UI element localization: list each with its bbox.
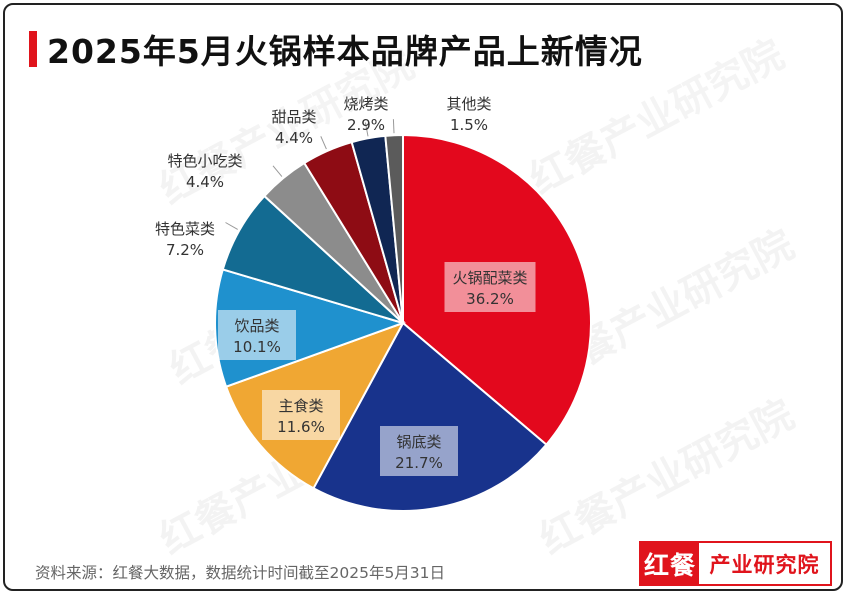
leader-line [225, 222, 238, 230]
slice-label: 其他类 1.5% [392, 95, 492, 134]
slice-value: 4.4% [186, 173, 224, 191]
slice-label: 甜品类 4.4% [271, 108, 327, 150]
pie-slice [384, 133, 404, 324]
leader-line [364, 122, 369, 137]
slice-value: 21.7% [395, 454, 443, 472]
slice-value: 11.6% [277, 418, 325, 436]
slice-value: 4.4% [275, 129, 313, 147]
slice-name: 特色菜类 [155, 220, 215, 238]
chart-title: 2025年5月火锅样本品牌产品上新情况 [47, 32, 643, 71]
slice-label: 特色小吃类 4.4% [167, 152, 283, 191]
pie-chart: 火锅配菜类 36.2% 锅底类 21.7% 主食类 11.6% 饮品类 10.1% 特色菜类 7.… [155, 95, 592, 512]
slice-name: 主食类 [278, 397, 323, 415]
slice-label: 烧烤类 2.9% [343, 95, 389, 137]
slice-name: 其他类 [446, 95, 491, 113]
slice-value: 7.2% [166, 241, 204, 259]
slice-name: 特色小吃类 [167, 152, 242, 170]
brand-mark: 红餐 [641, 543, 699, 584]
brand-name: 产业研究院 [709, 552, 820, 577]
leader-line [320, 136, 327, 150]
label-box [262, 390, 340, 440]
slice-label: 特色菜类 7.2% [155, 220, 238, 259]
slice-label: 锅底类 21.7% [380, 426, 458, 476]
label-box [218, 310, 296, 360]
slice-name: 锅底类 [396, 433, 441, 451]
source-note: 资料来源：红餐大数据，数据统计时间截至2025年5月31日 [35, 564, 446, 582]
slice-value: 10.1% [233, 338, 281, 356]
label-box [380, 426, 458, 476]
label-box [444, 262, 536, 312]
slice-name: 甜品类 [271, 108, 316, 126]
slice-value: 2.9% [347, 116, 385, 134]
slice-label: 饮品类 10.1% [218, 310, 296, 360]
slice-label: 主食类 11.6% [262, 390, 340, 440]
leader-line [392, 119, 395, 134]
slice-name: 火锅配菜类 [452, 269, 527, 287]
slice-value: 1.5% [450, 116, 488, 134]
title-accent-bar [29, 31, 37, 67]
slice-name: 烧烤类 [343, 95, 388, 113]
slice-label: 火锅配菜类 36.2% [444, 262, 536, 312]
leader-line [272, 165, 283, 177]
slice-value: 36.2% [466, 290, 514, 308]
pie-slice [312, 321, 548, 512]
slice-name: 饮品类 [234, 317, 279, 335]
brand-logo: 红餐 产业研究院 [639, 541, 832, 586]
